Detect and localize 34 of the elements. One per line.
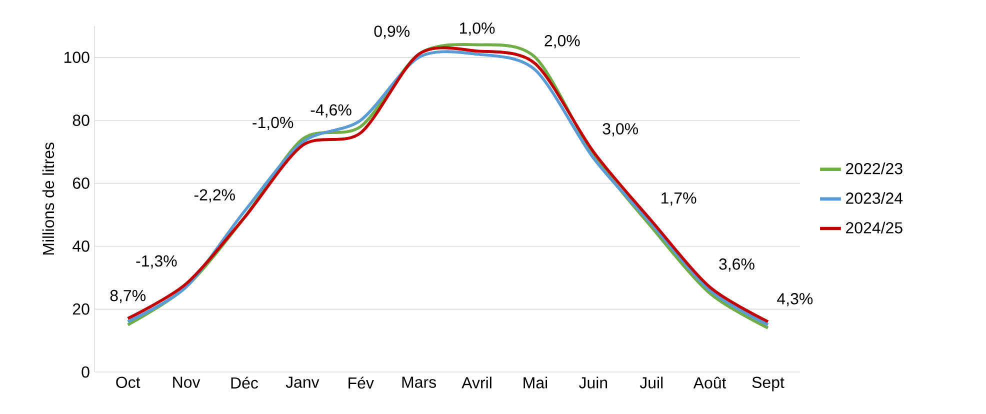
x-tick-label: Oct <box>116 376 140 388</box>
x-tick-label: Mars <box>402 376 436 388</box>
annotation: 2,0% <box>544 35 580 48</box>
legend-label: 2024/25 <box>846 222 902 234</box>
annotation: -1,3% <box>136 255 177 269</box>
annotation: -1,0% <box>252 116 294 130</box>
legend-label: 2023/24 <box>846 192 903 204</box>
annotation: 3,6% <box>719 258 754 272</box>
x-tick-label: Juin <box>578 376 608 388</box>
x-tick-label: Sept <box>752 376 784 392</box>
y-axis-title: Millions de litres <box>42 142 54 255</box>
x-tick-label: Fév <box>348 376 374 389</box>
y-tick-label: 60 <box>72 178 90 189</box>
x-tick-label: Janv <box>286 376 320 388</box>
annotation: 1,7% <box>662 192 696 206</box>
annotation: -4,6% <box>310 104 352 118</box>
annotation: 0,9% <box>374 26 410 39</box>
annotation: -2,2% <box>194 189 235 202</box>
annotation: 1,0% <box>460 22 495 36</box>
legend-label: 2022/23 <box>846 162 902 174</box>
annotation: 8,7% <box>110 290 146 304</box>
x-tick-label: Déc <box>231 376 258 389</box>
y-tick-label: 100 <box>64 52 90 63</box>
y-tick-label: 40 <box>72 240 90 252</box>
annotation: 3,0% <box>602 123 638 136</box>
x-tick-label: Août <box>693 376 726 388</box>
x-tick-label: Juil <box>640 376 663 388</box>
y-tick-label: 0 <box>82 366 90 378</box>
y-tick-label: 20 <box>72 303 90 315</box>
x-tick-label: Nov <box>173 376 200 388</box>
annotation: 4,3% <box>777 293 813 306</box>
y-tick-label: 80 <box>72 114 90 126</box>
x-tick-label: Avril <box>462 376 492 388</box>
x-tick-label: Mai <box>524 376 548 388</box>
